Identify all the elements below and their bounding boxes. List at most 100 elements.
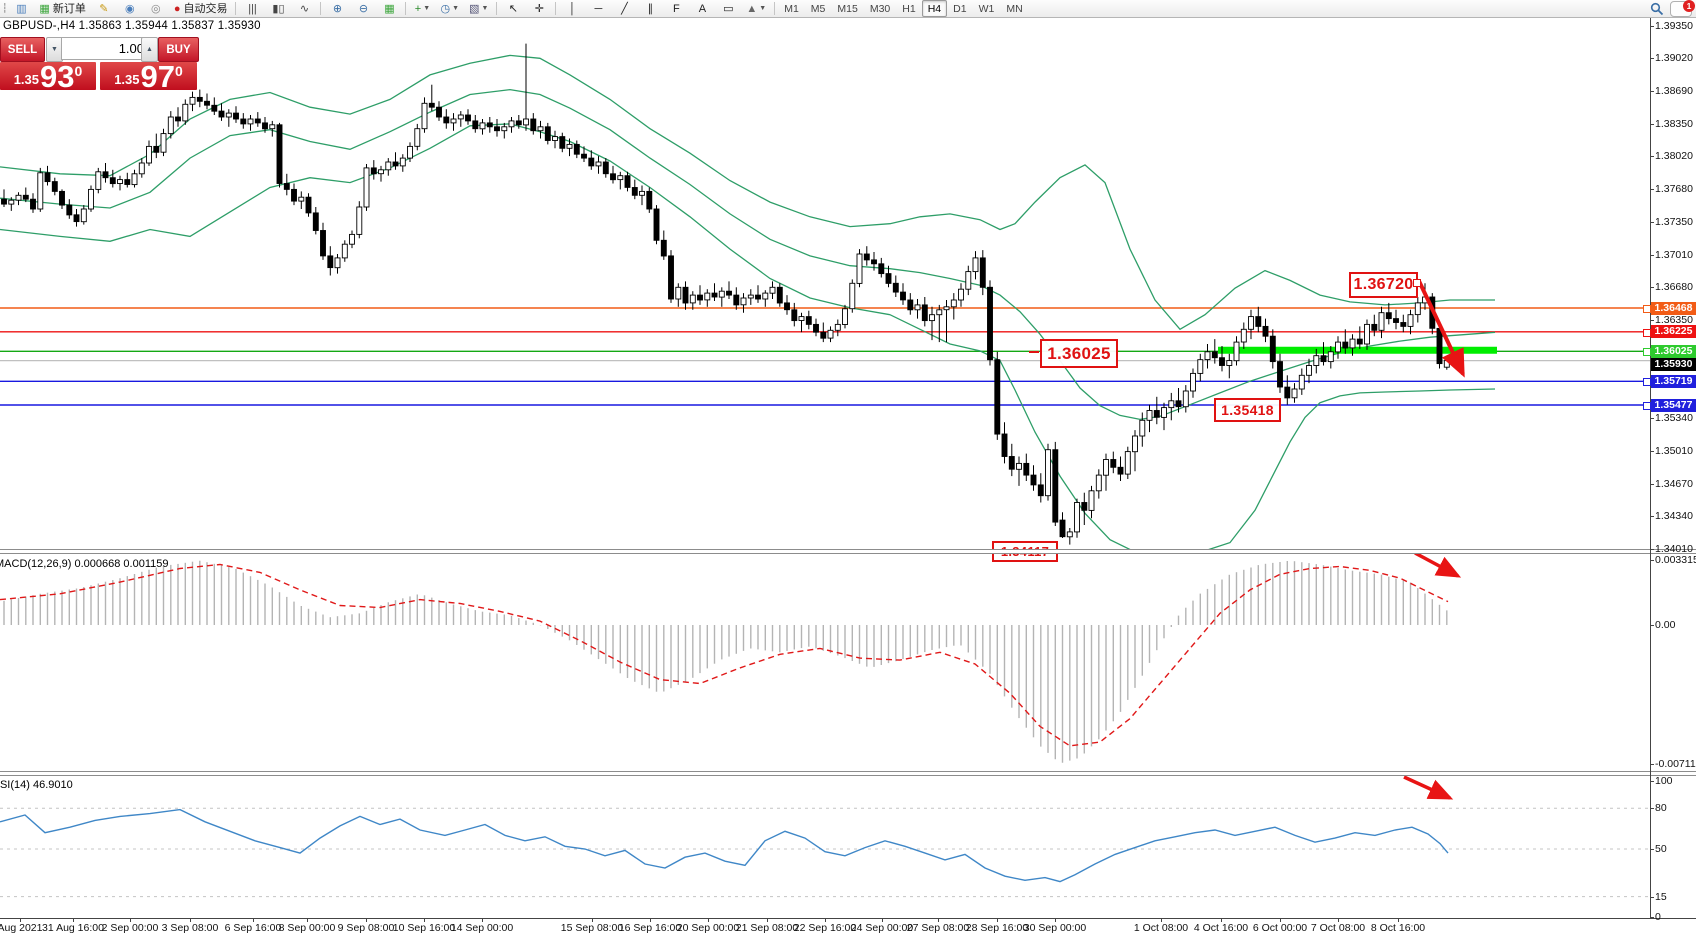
sell-price-big: 93: [40, 59, 75, 94]
timeframe-M5[interactable]: M5: [810, 2, 826, 15]
profiles-icon[interactable]: ◉: [125, 2, 135, 15]
channel-icon[interactable]: ∥: [647, 2, 654, 15]
time-tick: [20, 918, 21, 922]
notifications-icon[interactable]: 1: [1670, 0, 1695, 17]
line-anchor: [1643, 402, 1651, 410]
signals-icon[interactable]: ◎: [151, 2, 161, 15]
time-tick: [73, 918, 74, 922]
toolbar-separator: [235, 2, 237, 15]
zoom-out-icon[interactable]: ⊖: [358, 2, 369, 15]
price-tick-label: 1.34010: [1655, 542, 1693, 555]
price-tick-label: 1.35010: [1655, 444, 1693, 457]
buy-price-small: 1.35: [114, 72, 140, 87]
hline-icon[interactable]: ─: [594, 2, 603, 15]
time-tick-label: 20 Sep 00:00: [676, 922, 740, 934]
timeframe-H4[interactable]: H4: [921, 0, 948, 17]
timeframe-M1[interactable]: M1: [784, 2, 799, 15]
axis-tick: [1650, 516, 1654, 518]
line-chart-icon[interactable]: ∿: [299, 2, 310, 15]
crosshair-icon[interactable]: ✛: [534, 2, 544, 15]
price-axis-line: [1650, 18, 1651, 918]
timeframe-W1[interactable]: W1: [978, 2, 995, 15]
cursor-icon[interactable]: ↖: [508, 2, 518, 15]
new-order-button[interactable]: ▦ 新订单: [39, 2, 86, 15]
sell-price-sup: 0: [74, 63, 83, 79]
macd-pane-canvas[interactable]: [0, 552, 1650, 771]
time-tick-label: 16 Sep 16:00: [618, 922, 682, 934]
price-tick-label: 1.38020: [1655, 150, 1693, 163]
rsi-pane-canvas[interactable]: [0, 775, 1650, 918]
timeframe-D1[interactable]: D1: [953, 2, 967, 15]
search-icon[interactable]: [1650, 2, 1664, 16]
time-tick-label: 7 Oct 08:00: [1310, 922, 1366, 934]
axis-tick: [1650, 156, 1654, 158]
one-click-trade-panel: SELL ▼ ▲ BUY 1.35 93 0 1.35 97 0: [0, 36, 199, 94]
vline-icon[interactable]: │: [568, 2, 576, 15]
toolbar-handle[interactable]: ┇: [2, 3, 8, 13]
shapes-icon[interactable]: ▲ ▼: [746, 2, 767, 15]
pane-separator[interactable]: [0, 771, 1696, 776]
price-tick-label: 1.36350: [1655, 313, 1693, 326]
time-tick-label: 24 Sep 00:00: [850, 922, 914, 934]
axis-tick: [1650, 625, 1654, 626]
axis-tick: [1650, 896, 1654, 898]
periods-icon[interactable]: ◷ ▼: [440, 2, 460, 15]
time-tick: [997, 918, 998, 922]
price-badge: 1.35719: [1651, 374, 1696, 388]
zoom-in-icon[interactable]: ⊕: [332, 2, 343, 15]
sell-button[interactable]: SELL: [0, 37, 45, 62]
sell-price-small: 1.35: [13, 72, 40, 87]
price-callout[interactable]: 1.35418: [1214, 398, 1281, 422]
timeframe-M30[interactable]: M30: [869, 2, 891, 15]
timeframe-M15[interactable]: M15: [837, 2, 858, 15]
notification-badge: 1: [1683, 0, 1695, 12]
trendline-icon[interactable]: ╱: [621, 2, 628, 15]
price-tick-label: 1.34340: [1655, 510, 1693, 523]
sell-price-display[interactable]: 1.35 93 0: [0, 59, 96, 94]
time-tick-label: 27 Sep 08:00: [906, 922, 970, 934]
timeframe-MN[interactable]: MN: [1006, 2, 1023, 15]
time-tick: [650, 918, 651, 922]
time-tick-label: Aug 2021: [0, 922, 43, 934]
toolbar-separator: [405, 2, 407, 15]
rsi-tick-label: 0: [1655, 911, 1661, 923]
line-anchor: [1643, 328, 1651, 337]
time-tick: [592, 918, 593, 922]
price-callout[interactable]: 1.36025: [1040, 339, 1118, 368]
price-badge: 1.36468: [1651, 301, 1696, 315]
axis-tick: [1650, 560, 1654, 562]
time-tick: [882, 918, 883, 922]
buy-price-display[interactable]: 1.35 97 0: [100, 61, 197, 92]
price-tick-label: 1.37350: [1655, 215, 1693, 228]
time-tick: [825, 918, 826, 922]
rsi-indicator-label: RSI(14) 46.9010: [0, 779, 73, 791]
new-chart-icon[interactable]: ▥: [16, 2, 27, 15]
rsi-tick-label: 100: [1655, 775, 1673, 787]
label-icon[interactable]: ▭: [723, 2, 734, 15]
axis-tick: [1650, 123, 1654, 125]
autotrading-button[interactable]: ● 自动交易: [173, 2, 228, 15]
tile-windows-icon[interactable]: ▦: [384, 2, 395, 15]
lot-increase-button[interactable]: ▲: [141, 37, 158, 62]
callout-anchor: [1413, 279, 1421, 287]
price-callout[interactable]: 1.36720: [1349, 272, 1418, 298]
rsi-tick-label: 80: [1655, 802, 1667, 815]
candlestick-icon[interactable]: ▮▯: [272, 2, 285, 15]
fibonacci-icon[interactable]: F: [673, 2, 680, 15]
templates-icon[interactable]: ▧ ▼: [469, 2, 489, 15]
axis-tick: [1650, 808, 1654, 810]
timeframe-H1[interactable]: H1: [902, 2, 916, 15]
pane-separator[interactable]: [0, 549, 1696, 554]
time-tick: [708, 918, 709, 922]
main-toolbar: ┇ ▥ ▦ 新订单 ✎ ◉ ◎ ● 自动交易 ||| ▮▯ ∿ ⊕ ⊖ ▦ + ▼ ◷ ▼ ▧ ▼ ↖ ✛ │ ─ ╱ ∥ F A ▭ ▲ ▼…: [0, 0, 1696, 18]
main-chart-canvas[interactable]: [0, 18, 1650, 549]
price-tick-label: 1.39020: [1655, 52, 1693, 65]
axis-tick: [1650, 189, 1654, 191]
text-icon[interactable]: A: [698, 2, 707, 15]
metaeditor-icon[interactable]: ✎: [99, 2, 109, 15]
bar-chart-icon[interactable]: |||: [248, 2, 257, 15]
buy-button[interactable]: BUY: [158, 37, 199, 62]
lot-size-input[interactable]: [61, 37, 149, 60]
indicators-icon[interactable]: + ▼: [414, 2, 431, 15]
time-tick-label: 1 Oct 08:00: [1133, 922, 1189, 934]
